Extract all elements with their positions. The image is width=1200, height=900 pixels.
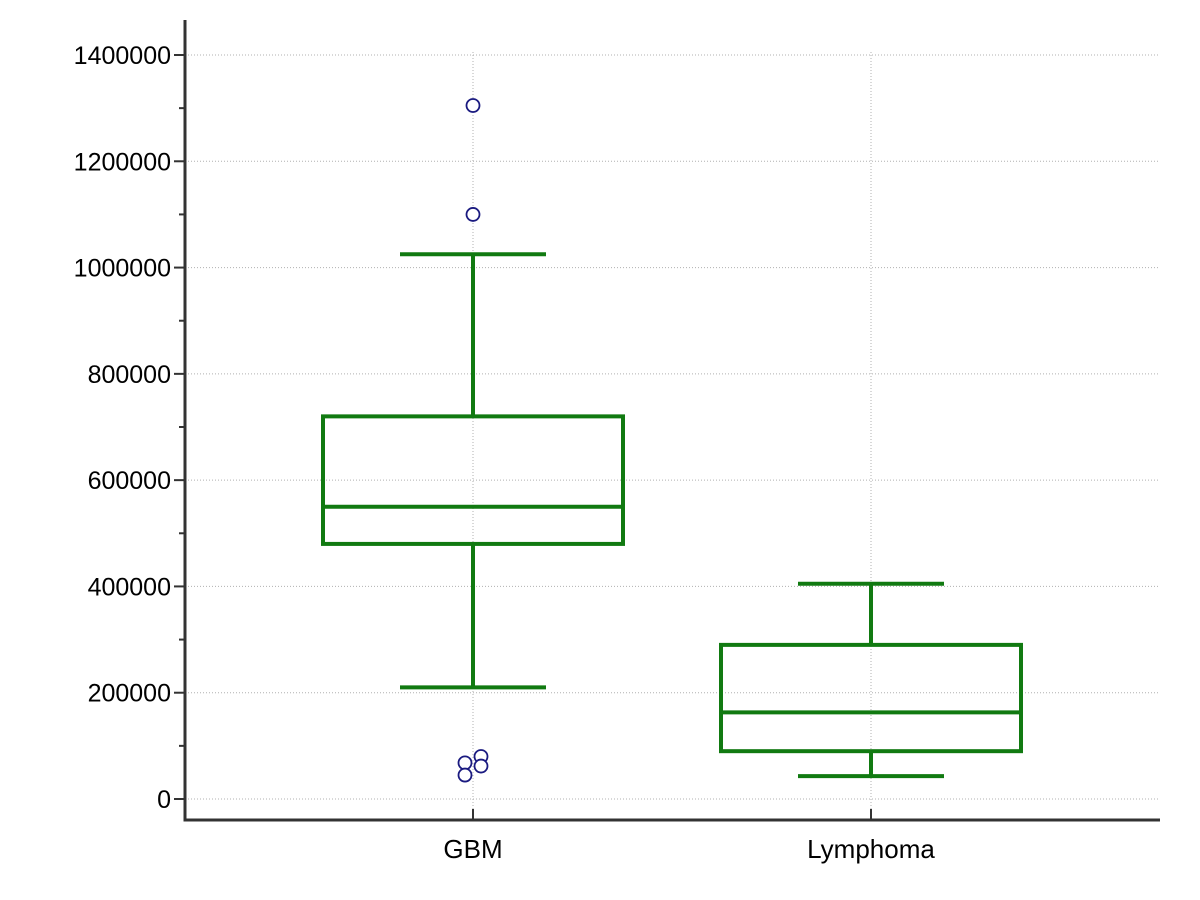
y-tick-label: 0	[157, 786, 171, 814]
x-category-label: Lymphoma	[807, 834, 935, 864]
outlier-point	[457, 767, 473, 783]
box-gbm	[321, 98, 625, 783]
y-tick-label: 800000	[88, 361, 171, 389]
outlier-point	[465, 98, 481, 113]
y-tick-label: 200000	[88, 680, 171, 708]
y-tick-label: 1400000	[74, 42, 171, 70]
box-lymphoma	[719, 581, 1023, 779]
y-tick-label: 1000000	[74, 255, 171, 283]
iqr-box	[321, 414, 625, 546]
y-tick-label: 600000	[88, 467, 171, 495]
box-series	[321, 98, 1023, 783]
axes	[174, 20, 1160, 822]
axis-labels: 0 200000 400000 600000 800000 1000000 1200000 1…	[74, 42, 936, 864]
x-category-label: GBM	[443, 834, 502, 864]
y-tick-label: 400000	[88, 573, 171, 601]
outlier-point	[465, 207, 481, 222]
outlier-point	[457, 755, 473, 771]
y-tick-label: 1200000	[74, 148, 171, 176]
iqr-box	[719, 642, 1023, 754]
outlier-point	[473, 758, 489, 774]
grid-lines	[185, 52, 1160, 820]
